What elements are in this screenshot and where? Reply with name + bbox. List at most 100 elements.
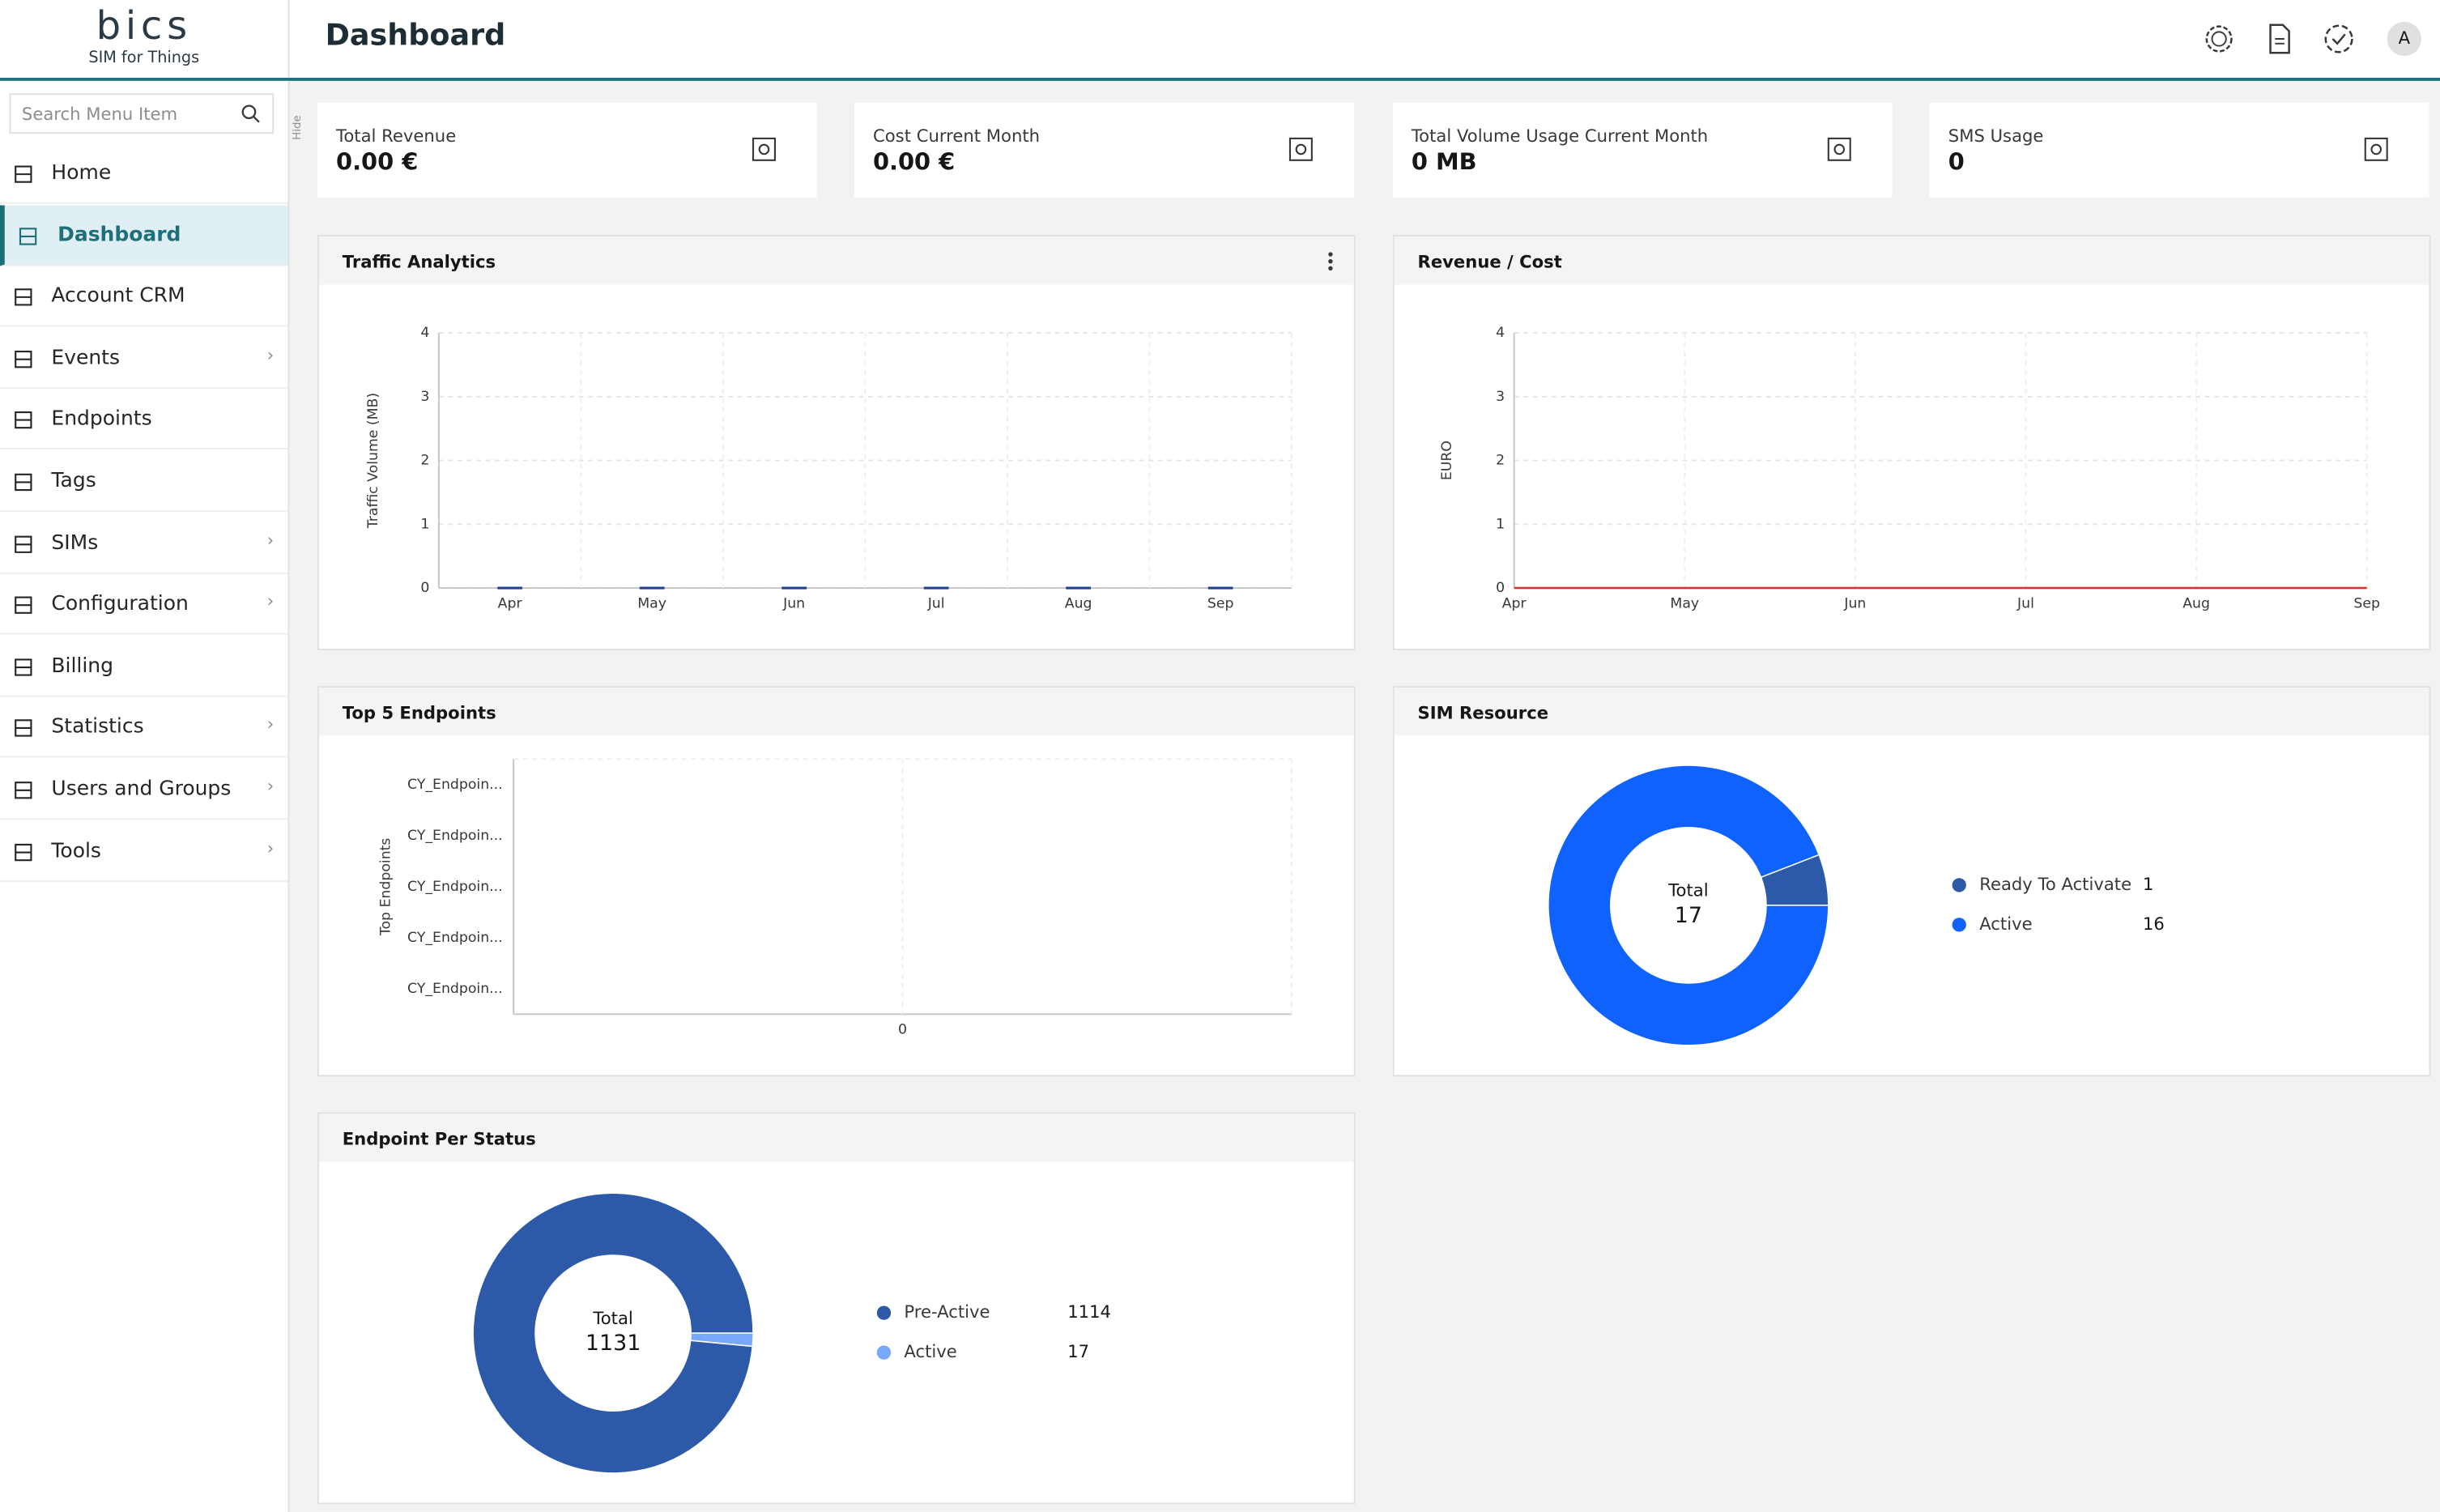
logo[interactable]: bics SIM for Things [0, 0, 290, 79]
icon-shape [15, 843, 32, 861]
kpi-label: Total Revenue [336, 126, 457, 147]
kpi-card: Cost Current Month 0.00 € [854, 102, 1354, 198]
icon-shape [752, 137, 776, 161]
menu-label: Endpoints [51, 407, 152, 432]
menu-label: Configuration [51, 593, 189, 616]
chevron: › [266, 530, 275, 551]
kpi-icon [2364, 137, 2388, 161]
menu-label: Billing [51, 654, 114, 679]
header: bics SIM for Things Dashboard A [0, 0, 2440, 81]
icon-shape [15, 473, 32, 492]
kpi-icon [1288, 137, 1313, 161]
menu-item[interactable]: SIMs › [0, 513, 288, 573]
brand: bics [96, 2, 192, 49]
menu-icon [15, 782, 32, 799]
menu-item[interactable]: Billing [0, 636, 288, 697]
kpi-value: 0 [1948, 147, 1965, 177]
menu-label: Home [51, 161, 112, 185]
menu-item[interactable]: Configuration › [0, 574, 288, 636]
menu-icon [15, 658, 32, 676]
panel-title: Revenue / Cost [1394, 236, 2429, 285]
kpi-label: Total Volume Usage Current Month [1411, 126, 1709, 147]
page-title: Dashboard [325, 19, 506, 53]
api-settings-icon[interactable] [2202, 22, 2236, 56]
menu-icon [15, 350, 32, 368]
icon-shape [1288, 137, 1313, 161]
menu-icon [15, 720, 32, 738]
chevron: › [266, 591, 275, 612]
panel-title: Endpoint Per Status [318, 1114, 1354, 1162]
menu-label: SIMs [51, 531, 99, 555]
search-placeholder: Search Menu Item [21, 104, 178, 125]
icon-shape [15, 350, 32, 368]
kpi-label: SMS Usage [1948, 126, 2044, 147]
menu-icon [19, 227, 37, 245]
icon-shape [15, 411, 32, 430]
icon-shape [15, 782, 32, 799]
menu-label: Tools [51, 839, 101, 863]
kpi-card: Total Volume Usage Current Month 0 MB [1392, 102, 1893, 198]
menu-item[interactable]: Tags [0, 451, 288, 512]
tasks-icon[interactable] [2322, 22, 2356, 56]
menu-icon [15, 535, 32, 553]
chevron: › [266, 714, 275, 735]
icon-shape [1827, 137, 1851, 161]
panel-title: Top 5 Endpoints [318, 687, 1354, 736]
hide-toggle[interactable]: Hide [291, 115, 304, 140]
search-icon [241, 104, 260, 123]
menu-label: Tags [51, 470, 96, 493]
kpi-value: 0 MB [1411, 147, 1477, 177]
chevron: › [266, 345, 275, 365]
menu-icon [15, 843, 32, 861]
menu-icon [15, 411, 32, 430]
kpi-value: 0.00 € [336, 147, 419, 177]
menu-item[interactable]: Home [0, 143, 288, 204]
chevron: › [266, 776, 275, 797]
menu-item[interactable]: Statistics › [0, 697, 288, 759]
menu-item[interactable]: Users and Groups › [0, 759, 288, 820]
kpi-card: SMS Usage 0 [1929, 102, 2429, 198]
tagline: SIM for Things [88, 49, 200, 67]
menu-label: Account CRM [51, 284, 185, 309]
panel: Traffic Analytics [317, 235, 1356, 650]
menu-label: Events [51, 346, 120, 370]
menu-icon [15, 473, 32, 492]
icon-shape [19, 227, 37, 245]
menu-kebab[interactable] [1326, 250, 1335, 272]
panel-title: Traffic Analytics [318, 236, 1354, 285]
sidebar: Search Menu Item Home Dashboard Account CR… [0, 80, 290, 1512]
menu-label: Users and Groups [51, 777, 232, 802]
chevron: › [266, 837, 275, 858]
icon-shape [15, 658, 32, 676]
panel-title: SIM Resource [1394, 687, 2429, 736]
icon-shape [15, 720, 32, 738]
kpi-icon [1827, 137, 1851, 161]
menu-item[interactable]: Dashboard [0, 204, 288, 266]
panel: Endpoint Per Status [317, 1112, 1356, 1505]
menu-icon [15, 165, 32, 183]
kpi-value: 0.00 € [872, 147, 956, 177]
menu-item[interactable]: Events › [0, 328, 288, 389]
menu-icon [15, 596, 32, 615]
kpi-card: Total Revenue 0.00 € [317, 102, 817, 198]
icon-shape [15, 288, 32, 306]
panel: Revenue / Cost [1392, 235, 2431, 650]
menu-item[interactable]: Tools › [0, 820, 288, 882]
search-input[interactable]: Search Menu Item [9, 93, 275, 134]
menu-icon [15, 288, 32, 306]
kpi-icon [752, 137, 776, 161]
menu-label: Statistics [51, 716, 144, 740]
panel: SIM Resource [1392, 686, 2431, 1077]
menu-label: Dashboard [57, 223, 181, 247]
menu-item[interactable]: Endpoints [0, 390, 288, 450]
menu-item[interactable]: Account CRM [0, 266, 288, 327]
icon-shape [15, 165, 32, 183]
kpi-label: Cost Current Month [872, 126, 1041, 147]
icon-shape [2364, 137, 2388, 161]
icon-shape [15, 596, 32, 615]
document-icon[interactable] [2264, 22, 2295, 56]
avatar[interactable]: A [2387, 21, 2421, 57]
panel: Top 5 Endpoints [317, 686, 1356, 1077]
